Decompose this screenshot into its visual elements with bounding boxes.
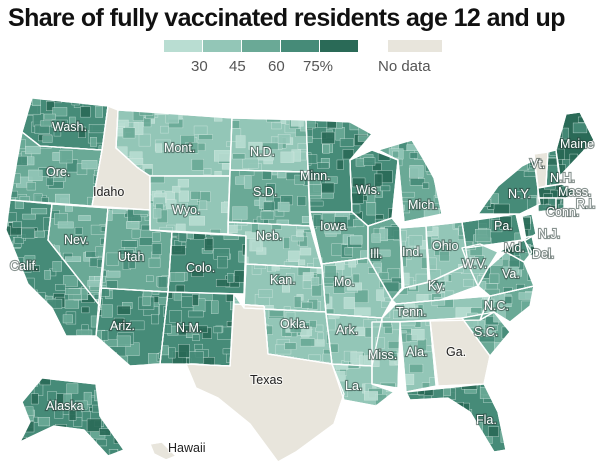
county-cells-sd [232,170,310,226]
state-border-nj [521,213,537,241]
state-label-tn: Tenn. [396,305,427,319]
color-legend: 30 45 60 75% No data [0,40,600,80]
state-label-fl: Fla. [476,413,497,427]
legend-swatch-2 [203,40,241,52]
state-label-wv: W.V. [462,257,487,271]
state-border-ga [429,317,491,387]
state-border-sc [461,311,511,357]
legend-tick-60: 60 [268,58,285,75]
state-border-pa [461,213,523,249]
legend-no-data-label: No data [378,58,431,75]
state-border-mi [377,139,443,223]
state-label-al: Ala. [406,345,428,359]
state-label-wy: Wyo. [172,203,200,217]
state-label-pa: Pa. [494,219,513,233]
us-county-map: Wash. Ore. Calif. Idaho Nev. Mont. Wyo. Utah Ari… [5,97,597,463]
state-border-me [555,111,595,177]
state-label-md: Md. [504,241,525,255]
state-border-hi [149,441,177,461]
map-title: Share of fully vaccinated residents age … [8,4,566,32]
state-border-ms [371,321,401,389]
county-cells-ct [538,198,556,212]
state-label-ks: Kan. [270,273,296,287]
state-border-al [399,319,437,393]
state-label-co: Colo. [186,261,215,275]
state-border-ri [555,197,565,211]
state-label-in: Ind. [402,245,423,259]
state-label-il: Ill. [370,247,383,261]
state-label-sc: S.C. [474,325,498,339]
county-cells-nm [160,292,234,366]
state-border-tx [185,303,345,463]
state-label-nm: N.M. [176,321,202,335]
county-cells-in [400,230,428,288]
state-label-mn: Minn. [300,169,331,183]
state-label-ct: Conn. [546,205,579,219]
state-label-ia: Iowa [320,219,346,233]
state-label-ca: Calif. [10,259,38,273]
legend-swatch-5 [320,40,358,52]
state-border-ma [537,183,577,199]
state-border-il [367,217,403,301]
state-border-ny [477,159,541,215]
state-label-az: Ariz. [110,319,135,333]
state-label-va: Va. [502,267,520,281]
state-label-ar: Ark. [336,323,358,337]
state-border-mo [321,257,393,319]
state-label-ma: Mass. [558,185,591,199]
state-label-ok: Okla. [280,317,309,331]
state-label-la: La. [345,379,362,393]
state-labels: Wash. Ore. Calif. Idaho Nev. Mont. Wyo. Utah Ari… [9,119,597,456]
legend-swatch-1 [164,40,202,52]
legend-tick-75: 75% [303,58,334,75]
state-border-wv [461,243,499,287]
state-label-me: Maine [560,137,594,151]
state-label-tx: Texas [250,373,283,387]
legend-tick-30: 30 [191,58,208,75]
county-cells-nd [230,118,308,172]
state-border-md [497,239,533,263]
state-label-vt: Vt. [530,157,545,171]
state-label-nd: N.D. [250,145,275,159]
legend-swatch-3 [242,40,280,52]
state-label-id: Idaho [93,185,124,199]
legend-no-data-swatch [388,40,442,52]
county-cells-wy [150,176,230,234]
state-label-oh: Ohio [432,239,458,253]
state-label-nc: N.C. [484,299,509,313]
state-label-ny: N.Y. [508,187,531,201]
state-label-nh: N.H. [550,171,575,185]
state-label-mi: Mich. [408,198,438,212]
state-label-ak: Alaska [46,399,84,413]
county-cells-ks [251,264,326,312]
state-label-mo: Mo. [334,275,355,289]
state-label-ri: R.I. [576,197,595,211]
state-border-fl [405,383,507,453]
state-label-wa: Wash. [52,120,87,134]
state-label-sd: S.D. [253,185,277,199]
county-cells-ia [310,212,368,264]
state-label-ga: Ga. [446,345,466,359]
state-label-nj: N.J. [538,227,560,241]
state-label-or: Ore. [46,165,70,179]
state-border-az [95,287,169,367]
state-label-hi: Hawaii [168,441,206,455]
legend-swatch-4 [281,40,319,52]
legend-tick-45: 45 [229,58,246,75]
state-border-nv [47,203,109,307]
state-border-ak [19,377,125,457]
state-label-ut: Utah [118,250,144,264]
state-label-de: Del. [532,247,554,261]
state-border-de [523,235,537,257]
state-label-ky: Ky. [428,279,445,293]
state-label-ne: Neb. [256,229,282,243]
state-label-wi: Wis. [356,183,380,197]
state-label-ms: Miss. [368,348,397,362]
state-label-mt: Mont. [164,141,195,155]
state-label-nv: Nev. [64,233,89,247]
